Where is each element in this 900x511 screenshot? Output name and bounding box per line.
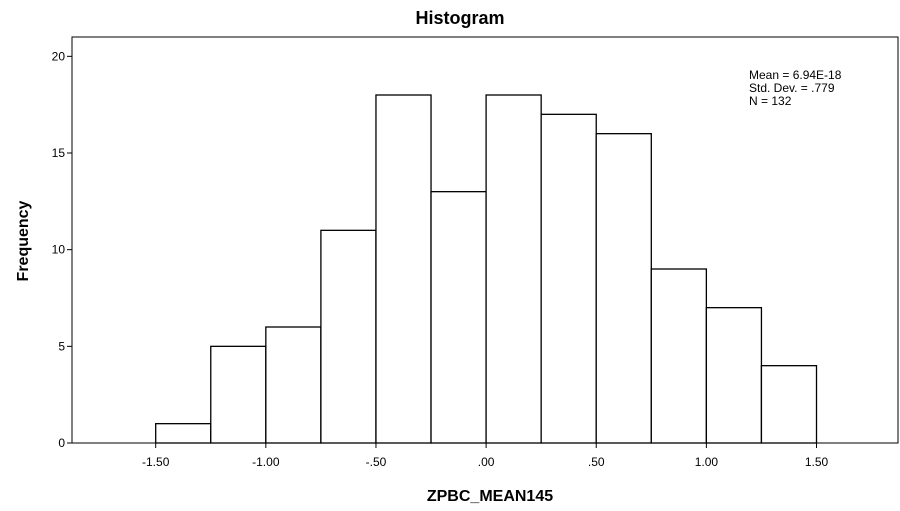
- x-tick-label: -1.00: [252, 455, 280, 469]
- chart-title: Histogram: [415, 8, 504, 28]
- x-tick-label: .50: [588, 455, 605, 469]
- stats-std-dev: Std. Dev. = .779: [749, 81, 835, 95]
- histogram-bar: [650, 268, 708, 444]
- y-tick-label: 0: [58, 436, 65, 450]
- x-tick-label: 1.50: [805, 455, 829, 469]
- y-tick-label: 15: [52, 146, 66, 160]
- histogram-bar: [430, 191, 487, 444]
- x-tick-label: 1.00: [695, 455, 719, 469]
- histogram-bar: [155, 423, 212, 444]
- histogram-bar: [320, 229, 377, 444]
- x-tick-label: -1.50: [142, 455, 170, 469]
- x-tick-label: -.50: [366, 455, 387, 469]
- histogram-bar: [540, 113, 597, 444]
- y-axis: 0 5 10 15 20: [52, 49, 72, 450]
- x-axis-title: ZPBC_MEAN145: [427, 488, 553, 505]
- histogram-bar: [485, 94, 542, 444]
- stats-mean: Mean = 6.94E-18: [749, 68, 842, 82]
- histogram-bar: [375, 94, 432, 444]
- histogram-bars: [155, 94, 818, 444]
- y-tick-label: 10: [52, 243, 66, 257]
- histogram-bar: [705, 307, 763, 444]
- stats-n: N = 132: [749, 94, 792, 108]
- y-axis-title: Frequency: [15, 200, 32, 281]
- histogram-bar: [210, 345, 267, 444]
- x-axis: -1.50 -1.00 -.50 .00 .50 1.00 1.50: [142, 443, 829, 469]
- histogram-bar: [595, 133, 652, 444]
- x-tick-label: .00: [478, 455, 495, 469]
- stats-legend: Mean = 6.94E-18 Std. Dev. = .779 N = 132: [749, 68, 842, 108]
- y-tick-label: 5: [58, 339, 65, 353]
- histogram-bar: [265, 326, 322, 444]
- histogram-bar: [760, 365, 818, 444]
- y-tick-label: 20: [52, 49, 66, 63]
